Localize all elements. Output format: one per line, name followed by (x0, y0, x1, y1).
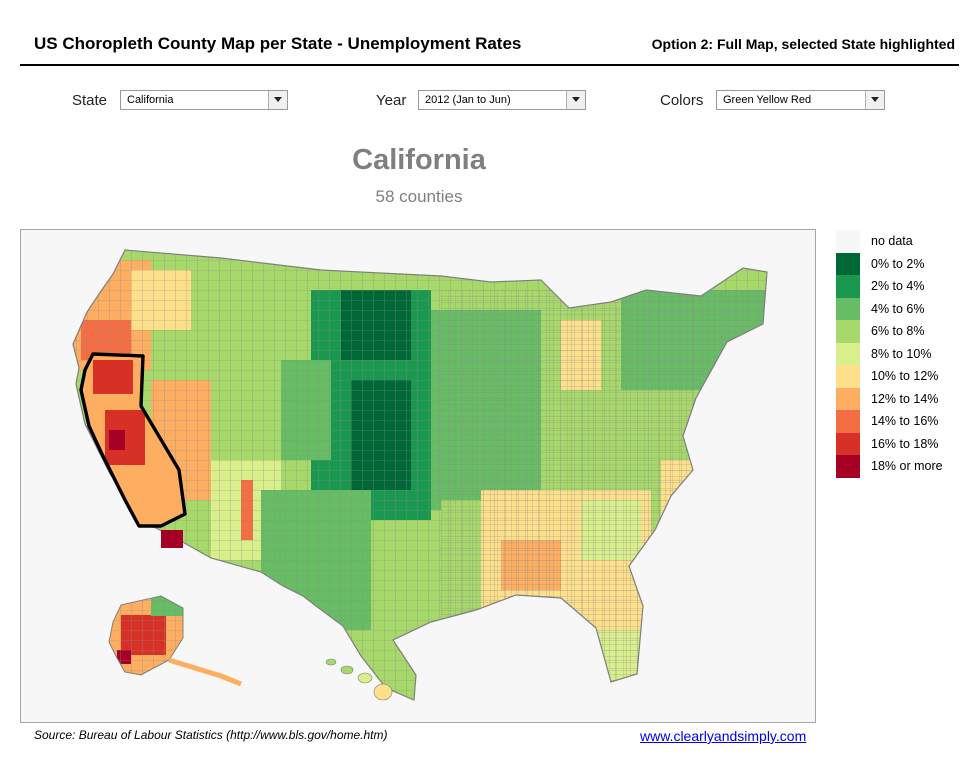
legend-swatch (836, 320, 860, 343)
legend-swatch (836, 455, 860, 478)
legend-label: 10% to 12% (871, 369, 939, 383)
source-note: Source: Bureau of Labour Statistics (htt… (34, 728, 388, 742)
year-label: Year (376, 92, 407, 109)
legend-label: 2% to 4% (871, 279, 925, 293)
page-title: US Choropleth County Map per State - Une… (34, 34, 522, 53)
legend-swatch (836, 365, 860, 388)
legend-label: 18% or more (871, 459, 943, 473)
header-divider (20, 64, 959, 66)
option-subtitle: Option 2: Full Map, selected State highl… (651, 36, 955, 52)
legend-label: 6% to 8% (871, 324, 925, 338)
state-dropdown-value: California (127, 94, 174, 106)
selected-state-county-count: 58 counties (375, 187, 463, 206)
colors-dropdown[interactable]: Green Yellow Red (716, 90, 885, 110)
legend-swatch (836, 252, 860, 275)
legend-label: 8% to 10% (871, 346, 932, 361)
map-canvas (72, 249, 768, 701)
alaska-panhandle (168, 657, 242, 687)
legend-label: 14% to 16% (871, 414, 939, 428)
colors-dropdown-value: Green Yellow Red (723, 94, 812, 106)
legend-swatch (836, 410, 860, 433)
legend-label: 4% to 6% (871, 301, 925, 316)
state-dropdown[interactable]: California (120, 90, 288, 110)
legend-swatch (836, 297, 860, 320)
year-dropdown[interactable]: 2012 (Jan to Jun) (418, 90, 586, 110)
selected-state-name: California (352, 144, 486, 176)
colors-label: Colors (660, 92, 704, 109)
year-dropdown-value: 2012 (Jan to Jun) (425, 94, 511, 106)
chevron-down-icon (274, 97, 282, 102)
legend-swatch (836, 387, 860, 410)
legend-swatch (836, 230, 860, 253)
alaska-counties (109, 596, 183, 675)
legend-label: 16% to 18% (871, 436, 939, 451)
legend-label: 12% to 14% (871, 391, 939, 406)
year-dropdown-button[interactable] (566, 91, 585, 109)
site-link[interactable]: www.clearlyandsimply.com (640, 728, 807, 744)
hawaii-counties (325, 658, 393, 701)
us-county-map[interactable] (20, 229, 816, 723)
chevron-down-icon (871, 97, 879, 102)
chevron-down-icon (572, 97, 580, 102)
legend-swatch (836, 342, 860, 365)
legend-swatch (836, 432, 860, 455)
state-dropdown-button[interactable] (268, 91, 287, 109)
legend-label: no data (871, 234, 913, 248)
state-label: State (72, 92, 108, 109)
legend-swatch (836, 275, 860, 298)
legend-label: 0% to 2% (871, 256, 925, 271)
colors-dropdown-button[interactable] (865, 91, 884, 109)
california-counties (81, 354, 185, 548)
california-highlight-outline (79, 352, 187, 528)
